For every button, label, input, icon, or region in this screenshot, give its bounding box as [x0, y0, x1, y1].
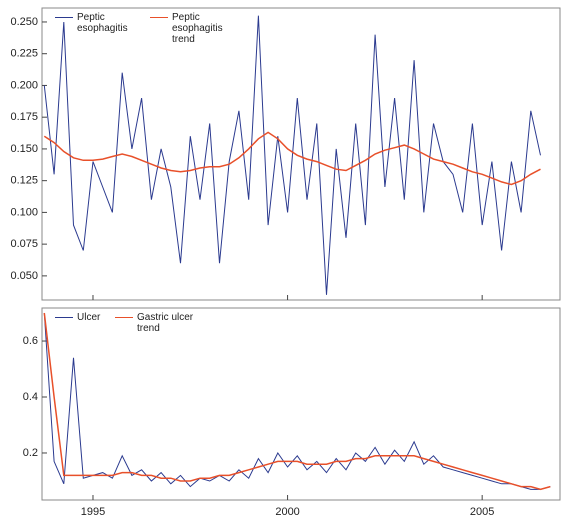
series-line	[43, 312, 551, 491]
x-tick-label: 1995	[81, 506, 105, 518]
legend-label: Peptic esophagitis trend	[172, 12, 223, 45]
legend-item: Peptic esophagitis trend	[150, 12, 240, 45]
y-tick-label: 0.6	[23, 335, 38, 347]
legend-item: Peptic esophagitis	[55, 12, 145, 34]
legend-item: Gastric ulcer trend	[115, 312, 205, 334]
plot-frame	[41, 7, 561, 301]
y-tick-label: 0.125	[10, 175, 38, 187]
y-tick-label: 0.050	[10, 270, 38, 282]
y-tick-label: 0.250	[10, 16, 38, 28]
legend-label: Gastric ulcer trend	[137, 312, 194, 334]
series-line	[43, 312, 551, 490]
legend-swatch	[55, 17, 73, 18]
x-tick-label: 2000	[275, 506, 299, 518]
plot-frame	[41, 307, 561, 501]
y-tick-label: 0.200	[10, 79, 38, 91]
y-tick-label: 0.175	[10, 111, 38, 123]
y-tick-label: 0.225	[10, 48, 38, 60]
series-line	[43, 15, 541, 295]
y-tick-label: 0.100	[10, 206, 38, 218]
legend-item: Ulcer	[55, 312, 145, 323]
legend-swatch	[55, 317, 73, 318]
legend-swatch	[150, 17, 168, 18]
x-tick-label: 2005	[470, 506, 494, 518]
legend-label: Peptic esophagitis	[77, 12, 128, 34]
legend-label: Ulcer	[77, 312, 101, 323]
y-tick-label: 0.2	[23, 447, 38, 459]
y-tick-label: 0.075	[10, 238, 38, 250]
series-line	[43, 131, 541, 186]
y-tick-label: 0.4	[23, 391, 38, 403]
legend-swatch	[115, 317, 133, 318]
y-tick-label: 0.150	[10, 143, 38, 155]
